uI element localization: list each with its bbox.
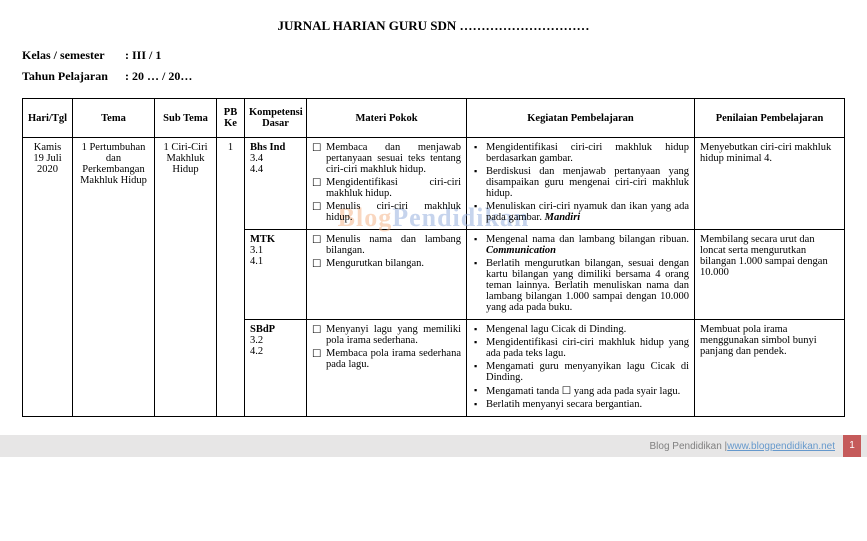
list-item: Mengenal nama dan lambang bilangan ribua… <box>472 234 689 256</box>
kelas-label: Kelas / semester <box>22 48 122 63</box>
col-penilaian: Penilaian Pembelajaran <box>695 99 845 138</box>
cell-kd-mtk: MTK 3.1 4.1 <box>245 230 307 320</box>
col-tema: Tema <box>73 99 155 138</box>
list-item: Mengenal lagu Cicak di Dinding. <box>472 324 689 335</box>
list-item: Mengidentifikasi ciri-ciri makhluk hidup… <box>472 337 689 359</box>
meta-tahun: Tahun Pelajaran : 20 … / 20… <box>22 69 845 84</box>
list-item: Berdiskusi dan menjawab pertanyaan yang … <box>472 166 689 199</box>
cell-pb: 1 <box>217 138 245 417</box>
footer-text: Blog Pendidikan | <box>649 441 727 452</box>
cell-kegiatan-bhs: Mengidentifikasi ciri-ciri makhluk hidup… <box>467 138 695 230</box>
kd-mtk-c2: 4.1 <box>250 256 263 267</box>
footer-page: 1 <box>843 435 861 457</box>
list-item: Berlatih mengurutkan bilangan, sesuai de… <box>472 258 689 313</box>
list-item: Membaca dan menjawab pertanyaan sesuai t… <box>312 142 461 175</box>
list-item: Menuliskan ciri-ciri nyamuk dan ikan yan… <box>472 201 689 223</box>
kd-bhs-name: Bhs Ind <box>250 142 285 153</box>
kd-bhs-c1: 3.4 <box>250 153 263 164</box>
cell-penilaian-sbdp: Membuat pola irama menggunakan simbol bu… <box>695 320 845 417</box>
kd-bhs-c2: 4.4 <box>250 164 263 175</box>
kd-sbdp-c1: 3.2 <box>250 335 263 346</box>
tahun-value: : 20 … / 20… <box>125 69 192 83</box>
cell-penilaian-bhs: Menyebutkan ciri-ciri makhluk hidup mini… <box>695 138 845 230</box>
kd-sbdp-c2: 4.2 <box>250 346 263 357</box>
page-title: JURNAL HARIAN GURU SDN ………………………… <box>22 18 845 34</box>
tahun-label: Tahun Pelajaran <box>22 69 122 84</box>
cell-hari: Kamis 19 Juli 2020 <box>23 138 73 417</box>
list-item: Mengurutkan bilangan. <box>312 258 461 269</box>
table-header-row: Hari/Tgl Tema Sub Tema PB Ke Kompetensi … <box>23 99 845 138</box>
footer-link[interactable]: www.blogpendidikan.net <box>727 441 835 452</box>
col-materi: Materi Pokok <box>307 99 467 138</box>
cell-kegiatan-mtk: Mengenal nama dan lambang bilangan ribua… <box>467 230 695 320</box>
list-item: Berlatih menyanyi secara bergantian. <box>472 399 689 410</box>
list-item: Menulis nama dan lambang bilangan. <box>312 234 461 256</box>
kd-sbdp-name: SBdP <box>250 324 275 335</box>
cell-kegiatan-sbdp: Mengenal lagu Cicak di Dinding. Mengident… <box>467 320 695 417</box>
title-dots: ………………………… <box>460 18 590 33</box>
table-row: Kamis 19 Juli 2020 1 Pertumbuhan dan Per… <box>23 138 845 230</box>
col-subtema: Sub Tema <box>155 99 217 138</box>
cell-materi-sbdp: Menyanyi lagu yang memiliki pola irama s… <box>307 320 467 417</box>
footer: Blog Pendidikan | www.blogpendidikan.net… <box>0 435 867 457</box>
list-item: Mengamati guru menyanyikan lagu Cicak di… <box>472 361 689 383</box>
col-kegiatan: Kegiatan Pembelajaran <box>467 99 695 138</box>
list-item: Mengidentifikasi ciri-ciri makhluk hidup… <box>312 177 461 199</box>
list-item: Mengamati tanda ☐ yang ada pada syair la… <box>472 385 689 397</box>
cell-penilaian-mtk: Membilang secara urut dan loncat serta m… <box>695 230 845 320</box>
col-hari: Hari/Tgl <box>23 99 73 138</box>
list-item: Menulis ciri-ciri makhluk hidup. <box>312 201 461 223</box>
list-item: Membaca pola irama sederhana pada lagu. <box>312 348 461 370</box>
col-kd: Kompetensi Dasar <box>245 99 307 138</box>
col-pb: PB Ke <box>217 99 245 138</box>
cell-tema: 1 Pertumbuhan dan Perkembangan Makhluk H… <box>73 138 155 417</box>
cell-subtema: 1 Ciri-Ciri Makhluk Hidup <box>155 138 217 417</box>
cell-kd-bhs: Bhs Ind 3.4 4.4 <box>245 138 307 230</box>
list-item: Mengidentifikasi ciri-ciri makhluk hidup… <box>472 142 689 164</box>
cell-materi-bhs: Membaca dan menjawab pertanyaan sesuai t… <box>307 138 467 230</box>
kd-mtk-name: MTK <box>250 234 275 245</box>
kd-mtk-c1: 3.1 <box>250 245 263 256</box>
journal-table: Hari/Tgl Tema Sub Tema PB Ke Kompetensi … <box>22 98 845 417</box>
cell-materi-mtk: Menulis nama dan lambang bilangan. Mengur… <box>307 230 467 320</box>
title-prefix: JURNAL HARIAN GURU SDN <box>277 18 456 33</box>
cell-kd-sbdp: SBdP 3.2 4.2 <box>245 320 307 417</box>
list-item: Menyanyi lagu yang memiliki pola irama s… <box>312 324 461 346</box>
kelas-value: : III / 1 <box>125 48 161 62</box>
meta-kelas: Kelas / semester : III / 1 <box>22 48 845 63</box>
